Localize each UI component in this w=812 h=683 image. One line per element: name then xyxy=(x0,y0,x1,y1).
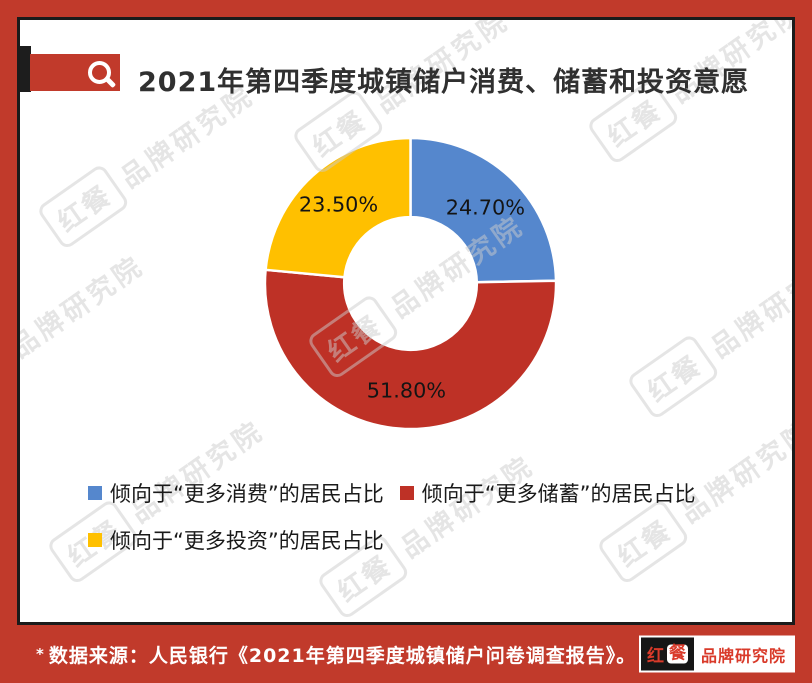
page-title: 2021年第四季度城镇储户消费、储蓄和投资意愿 xyxy=(138,67,750,98)
legend-label: 倾向于“更多消费”的居民占比 xyxy=(110,482,384,506)
legend-row-2: 倾向于“更多投资”的居民占比 xyxy=(88,525,696,555)
watermark-logo-box: 红餐 xyxy=(20,332,21,421)
data-source: * 数据来源：人民银行《2021年第四季度城镇储户问卷调查报告》。 xyxy=(36,641,636,668)
logo-hong-char: 红 xyxy=(646,646,664,667)
legend-label: 倾向于“更多投资”的居民占比 xyxy=(110,529,384,553)
legend-item-investment: 倾向于“更多投资”的居民占比 xyxy=(88,525,384,555)
brand-logo-suffix: 品牌研究院 xyxy=(693,637,793,671)
legend-item-consumption: 倾向于“更多消费”的居民占比 xyxy=(88,478,384,508)
legend-row-1: 倾向于“更多消费”的居民占比 倾向于“更多储蓄”的居民占比 xyxy=(88,478,696,508)
badge-black-tab xyxy=(20,46,31,92)
legend-swatch-blue xyxy=(88,486,102,500)
footer: * 数据来源：人民银行《2021年第四季度城镇储户问卷调查报告》。 红 餐 品牌研… xyxy=(0,625,812,683)
legend-item-savings: 倾向于“更多储蓄”的居民占比 xyxy=(399,478,696,508)
donut-chart: 24.70% 51.80% 23.50% xyxy=(262,135,559,432)
slice-value-label: 23.50% xyxy=(299,193,378,217)
brand-logo-left: 红 餐 xyxy=(640,637,694,671)
title-badge xyxy=(30,54,120,91)
content-panel: 2021年第四季度城镇储户消费、储蓄和投资意愿 24.70% 51.80% 23.5… xyxy=(17,17,795,625)
watermark-stamp: 红餐 品牌研究院 xyxy=(625,239,795,421)
donut-slice xyxy=(263,268,558,431)
slice-value-label: 51.80% xyxy=(367,379,446,403)
watermark-stamp: 红餐 品牌研究院 xyxy=(17,239,154,421)
watermark-label: 品牌研究院 xyxy=(705,250,795,365)
watermark-logo-box: 红餐 xyxy=(35,162,131,251)
donut-slice xyxy=(409,136,558,284)
legend-swatch-yellow xyxy=(88,533,102,547)
brand-logo: 红 餐 品牌研究院 xyxy=(638,635,795,673)
logo-can-char: 餐 xyxy=(666,643,688,664)
donut-chart-svg: 24.70% 51.80% 23.50% xyxy=(263,136,558,431)
watermark-logo-box: 红餐 xyxy=(625,332,721,421)
magnifier-icon xyxy=(88,61,111,84)
data-source-text: 数据来源：人民银行《2021年第四季度城镇储户问卷调查报告》。 xyxy=(48,644,637,667)
watermark-label: 品牌研究院 xyxy=(17,250,151,365)
chart-legend: 倾向于“更多消费”的居民占比 倾向于“更多储蓄”的居民占比 倾向于“更多投资”的… xyxy=(88,478,696,572)
legend-swatch-red xyxy=(399,486,414,500)
footnote-marker: * xyxy=(36,644,45,663)
legend-label: 倾向于“更多储蓄”的居民占比 xyxy=(421,482,696,506)
donut-slice xyxy=(264,136,412,279)
slice-value-label: 24.70% xyxy=(446,195,525,219)
